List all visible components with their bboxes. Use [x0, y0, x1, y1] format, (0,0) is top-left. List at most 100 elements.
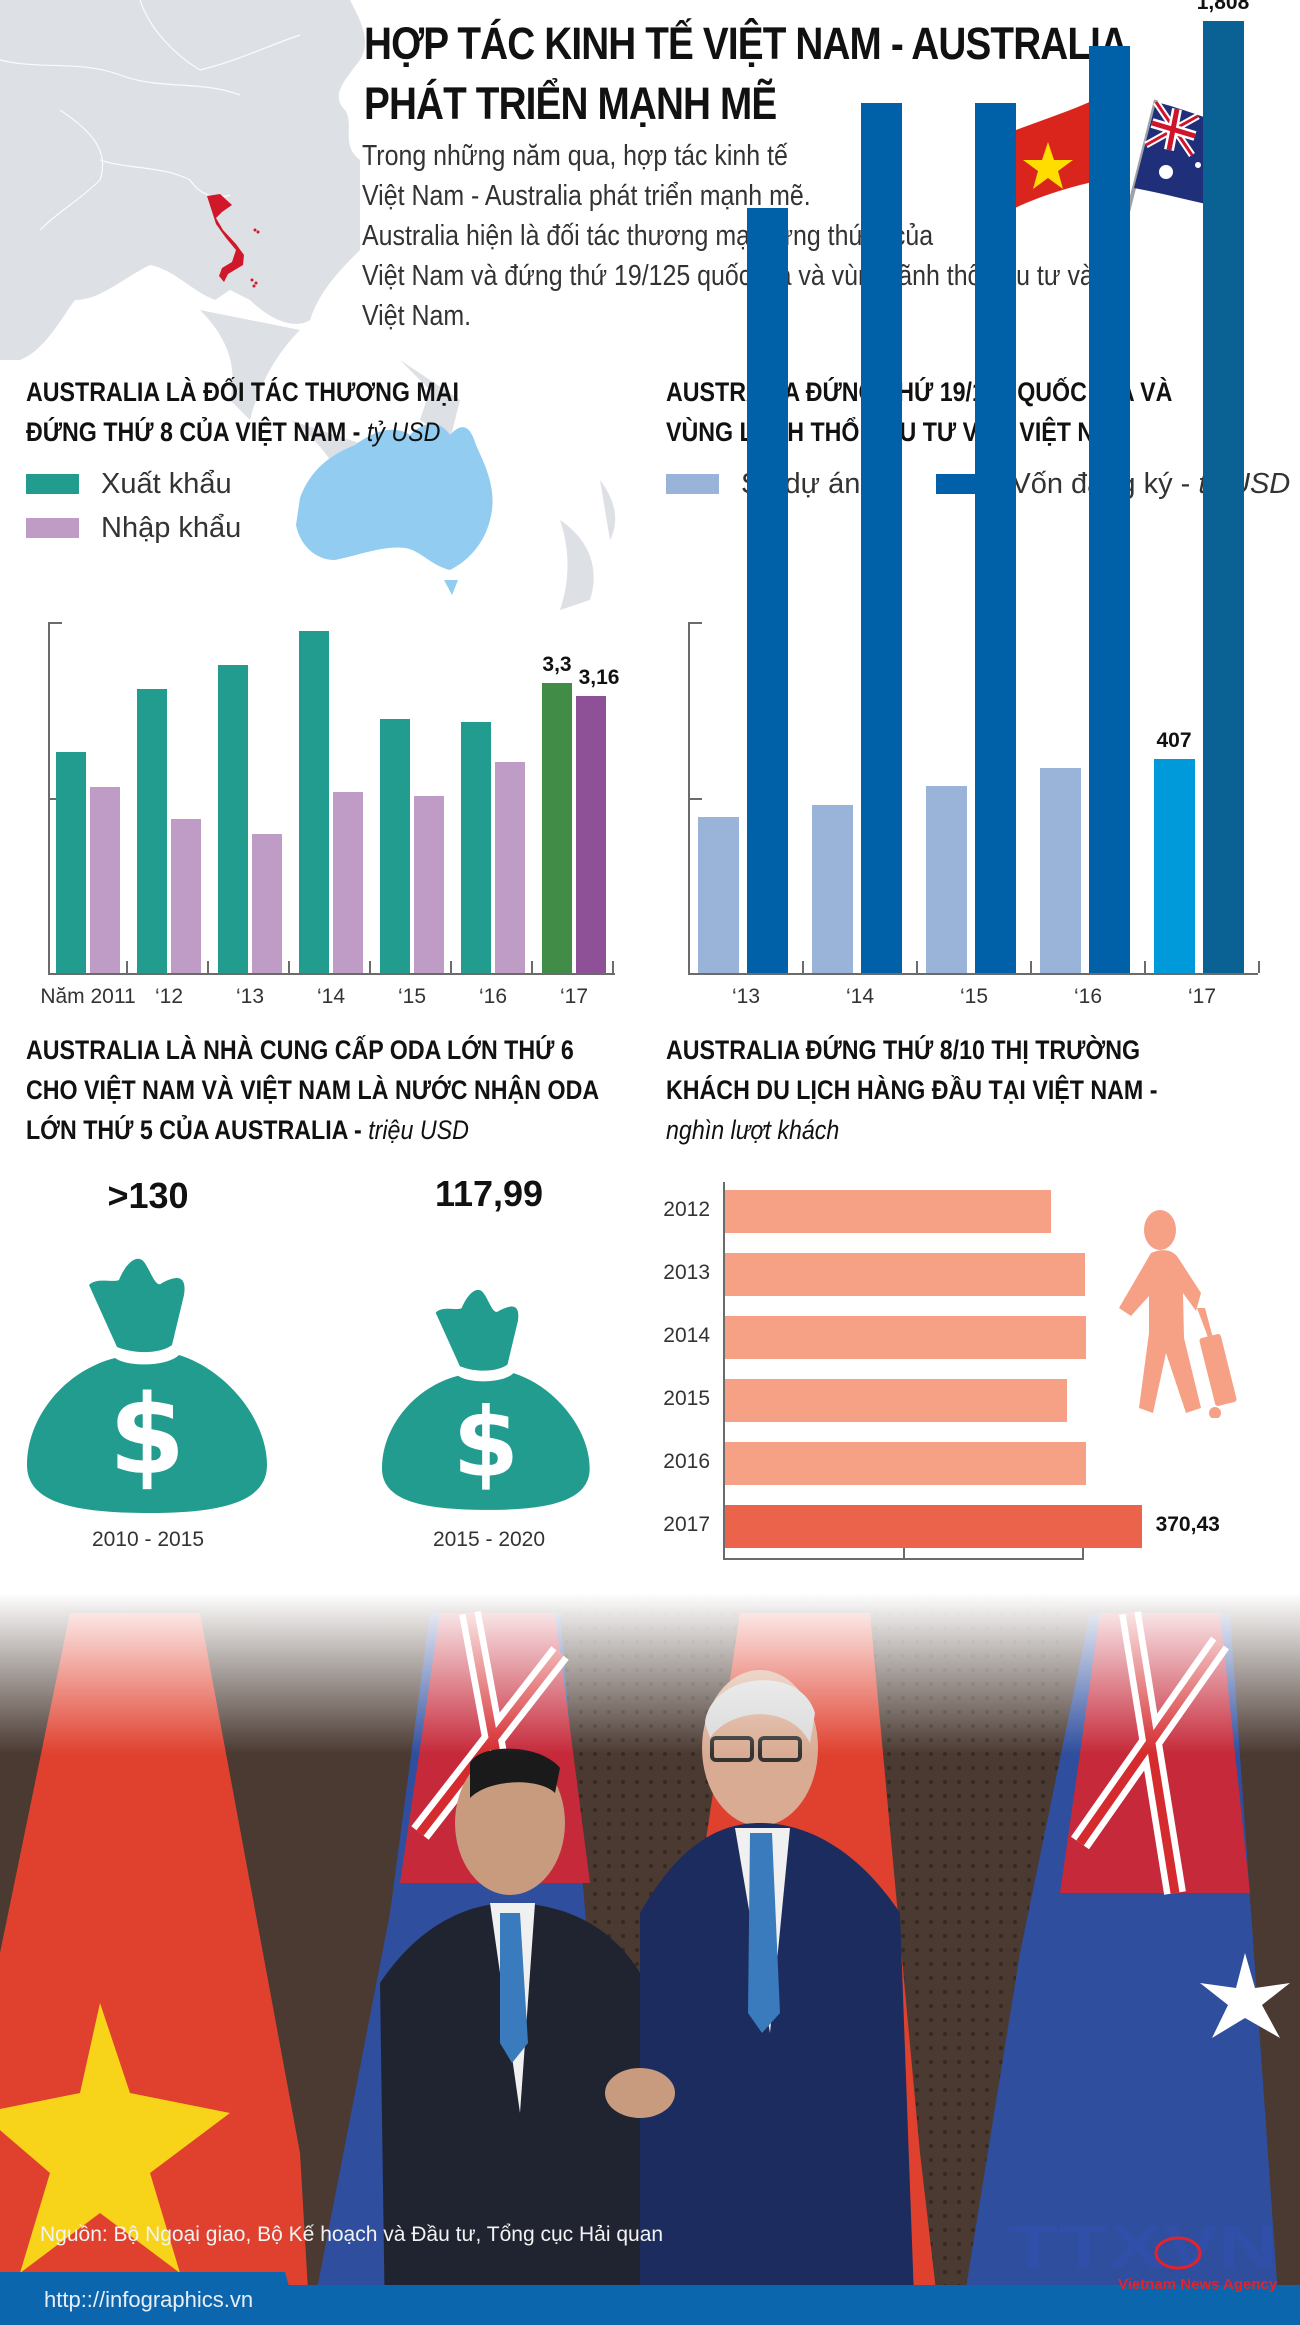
- y-label: 2013: [663, 1261, 710, 1284]
- svg-text:TTXVN: TTXVN: [1008, 2213, 1278, 2282]
- x-tick: [1144, 961, 1146, 973]
- bar-capital: [975, 103, 1016, 973]
- bar-visitors: [725, 1505, 1142, 1548]
- x-label: ‘14: [316, 985, 346, 1008]
- x-tick: [207, 961, 209, 973]
- x-tick: [450, 961, 452, 973]
- oda-period-2: 2015 - 2020: [432, 1528, 546, 1551]
- bar-capital: [1203, 21, 1244, 973]
- x-tick: [369, 961, 371, 973]
- infographics-link[interactable]: http:://infographics.vn: [44, 2287, 254, 2312]
- trade-legend: Xuất khẩu Nhập khẩu: [26, 462, 241, 550]
- x-label: ‘15: [397, 985, 427, 1008]
- x-axis: [688, 973, 1258, 975]
- vietnam-shape: [207, 194, 244, 282]
- bar-export: [380, 718, 410, 973]
- bar-projects: [926, 786, 967, 973]
- oda-period-1: 2010 - 2015: [91, 1528, 205, 1551]
- bar-export: [461, 722, 491, 973]
- svg-text:$: $: [453, 1388, 519, 1498]
- x-label: ‘14: [845, 985, 875, 1008]
- oda-value-2: 117,99: [434, 1173, 544, 1214]
- bar-visitors: [725, 1190, 1051, 1233]
- x-label: ‘13: [235, 985, 265, 1008]
- ttxvn-logo-icon: TTXVN Vietnam News Agency: [1008, 2213, 1278, 2293]
- bar-capital: [861, 103, 902, 973]
- x-label: ‘13: [731, 985, 761, 1008]
- footer-url-tab: [0, 2272, 300, 2325]
- bar-capital: [1089, 45, 1130, 973]
- leaders-handshake-photo: [0, 1593, 1300, 2325]
- x-label: ‘17: [559, 985, 589, 1008]
- svg-text:Vietnam News Agency: Vietnam News Agency: [1118, 2276, 1278, 2293]
- bar-import: [252, 834, 282, 973]
- data-label: 370,43: [1155, 1513, 1220, 1536]
- x-tick: [612, 961, 614, 973]
- bar-visitors: [725, 1253, 1085, 1296]
- y-label: 2017: [663, 1513, 710, 1536]
- x-tick: [126, 961, 128, 973]
- x-label: ‘12: [154, 985, 184, 1008]
- source-text: Nguồn: Bộ Ngoại giao, Bộ Kế hoạch và Đầu…: [40, 2223, 664, 2246]
- bar-capital: [747, 208, 788, 973]
- x-label: ‘16: [478, 985, 508, 1008]
- title-line-2: PHÁT TRIỂN MẠNH MẼ: [364, 78, 777, 129]
- bar-visitors: [725, 1442, 1086, 1485]
- australia-shape: [296, 423, 493, 595]
- x-tick: [288, 961, 290, 973]
- oda-section-title: AUSTRALIA LÀ NHÀ CUNG CẤP ODA LỚN THỨ 6 …: [26, 1035, 600, 1145]
- bar-import: [171, 818, 201, 973]
- x-label: ‘17: [1187, 985, 1217, 1008]
- trade-bar-chart: Năm 2011 ‘12 ‘13 ‘14 ‘15 ‘16 3,3 3,16 ‘17: [0, 600, 650, 1020]
- bar-export: [299, 630, 329, 973]
- bar-export: [542, 683, 572, 973]
- bar-export: [137, 688, 167, 973]
- bar-visitors: [725, 1316, 1087, 1359]
- y-axis: [723, 1182, 725, 1560]
- money-bag-icon: $: [382, 1289, 590, 1510]
- money-bag-icon: $: [27, 1258, 267, 1513]
- data-label: 3,3: [542, 653, 572, 677]
- oda-value-1: >130: [107, 1175, 189, 1216]
- x-tick: [1030, 961, 1032, 973]
- y-label: 2016: [663, 1450, 710, 1473]
- legend-item-import: Nhập khẩu: [26, 506, 241, 550]
- traveler-icon: [1119, 1210, 1237, 1418]
- bar-import: [333, 792, 363, 973]
- legend-item-export: Xuất khẩu: [26, 462, 241, 506]
- title-line-1: HỢP TÁC KINH TẾ VIỆT NAM - AUSTRALIA: [364, 18, 1128, 69]
- asia-pacific-map: [0, 0, 616, 610]
- data-label: 1,808: [1196, 0, 1250, 15]
- bar-import: [90, 786, 120, 973]
- data-label: 407: [1156, 728, 1192, 752]
- x-tick: [802, 961, 804, 973]
- page-title: HỢP TÁC KINH TẾ VIỆT NAM - AUSTRALIA PHÁ…: [364, 14, 1128, 134]
- bar-import: [576, 695, 606, 973]
- import-swatch: [26, 518, 79, 538]
- x-label: ‘16: [1073, 985, 1103, 1008]
- y-label: 2012: [663, 1198, 710, 1221]
- export-swatch: [26, 474, 79, 494]
- bar-import: [495, 761, 525, 973]
- x-label: ‘15: [959, 985, 989, 1008]
- x-tick: [1258, 961, 1260, 973]
- data-label: 3,16: [578, 665, 620, 689]
- investment-bar-chart: ‘13 ‘14 ‘15 ‘16 407 1,808 ‘17: [650, 0, 1300, 1020]
- bar-visitors: [725, 1379, 1067, 1422]
- x-label: Năm 2011: [40, 985, 136, 1008]
- bar-projects: [1154, 758, 1195, 973]
- x-tick: [916, 961, 918, 973]
- bar-export: [56, 751, 86, 973]
- svg-text:$: $: [109, 1371, 186, 1499]
- y-label: 2014: [663, 1324, 710, 1347]
- trade-section-title: AUSTRALIA LÀ ĐỐI TÁC THƯƠNG MẠI ĐỨNG THỨ…: [26, 377, 459, 447]
- x-tick: [531, 961, 533, 973]
- tourism-section-title: AUSTRALIA ĐỨNG THỨ 8/10 THỊ TRƯỜNG KHÁCH…: [666, 1035, 1158, 1145]
- x-axis: [48, 973, 615, 975]
- bar-projects: [698, 817, 739, 973]
- bar-export: [218, 664, 248, 973]
- bar-import: [414, 795, 444, 973]
- bar-projects: [812, 805, 853, 973]
- tourism-bar-chart: 2012 2013 2014 2015 2016 2017 370,43: [650, 1170, 1300, 1570]
- bar-projects: [1040, 768, 1081, 973]
